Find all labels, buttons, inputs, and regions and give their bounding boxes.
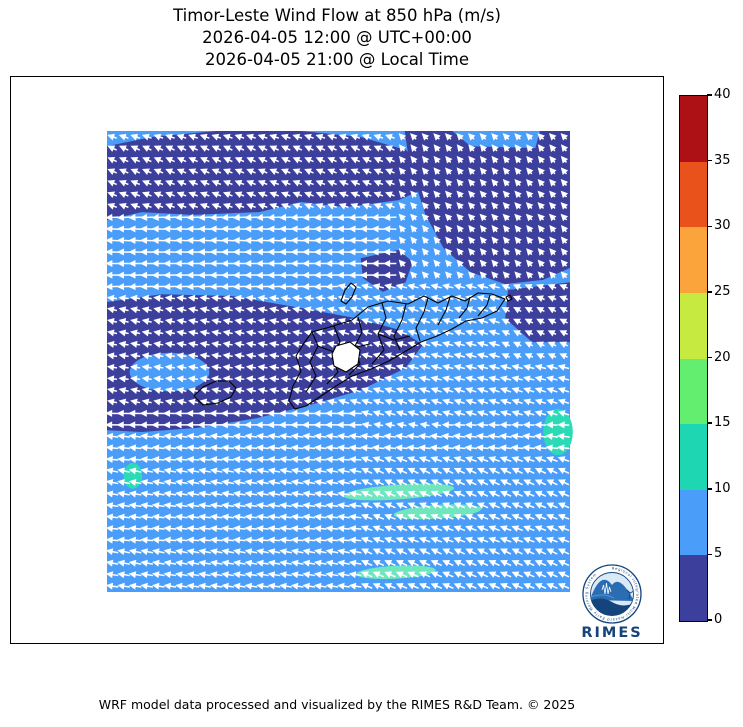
colorbar-segment bbox=[680, 96, 707, 162]
colorbar-tick-label: 15 bbox=[714, 415, 731, 431]
colorbar-tick-mark bbox=[707, 225, 712, 227]
colorbar-segment bbox=[680, 292, 707, 359]
chart-title-block: Timor-Leste Wind Flow at 850 hPa (m/s) 2… bbox=[10, 5, 664, 71]
colorbar-tick-mark bbox=[707, 553, 712, 556]
colorbar-tick-mark bbox=[707, 291, 712, 293]
colorbar-tick-mark bbox=[707, 356, 712, 359]
rimes-logo-wordmark: RIMES bbox=[581, 625, 642, 641]
colorbar-tick-mark bbox=[707, 94, 712, 96]
district-outline-layer bbox=[193, 282, 513, 410]
colorbar-tick-mark bbox=[707, 619, 712, 621]
colorbar-segment bbox=[680, 161, 707, 228]
colorbar-tick-mark bbox=[707, 488, 712, 490]
colorbar-tick-label: 25 bbox=[714, 283, 731, 299]
colorbar-tick-mark bbox=[707, 422, 712, 424]
colorbar-tick-label: 30 bbox=[714, 218, 731, 234]
colorbar-tick-label: 35 bbox=[714, 152, 731, 168]
colorbar-tick-label: 10 bbox=[714, 480, 731, 496]
colorbar-tick-label: 20 bbox=[714, 349, 731, 365]
colorbar-segment bbox=[680, 424, 707, 490]
colorbar-tick-label: 40 bbox=[714, 87, 731, 102]
colorbar-segment bbox=[680, 555, 707, 621]
colorbar-segment bbox=[680, 489, 707, 556]
chart-title: Timor-Leste Wind Flow at 850 hPa (m/s) bbox=[173, 6, 501, 25]
footer-credit: WRF model data processed and visualized … bbox=[98, 697, 576, 712]
rimes-logo: Regional Integrated Multi-Hazard Early W… bbox=[581, 564, 642, 641]
colorbar-tick-label: 5 bbox=[714, 546, 723, 562]
chart-subtitle-local: 2026-04-05 21:00 @ Local Time bbox=[204, 50, 470, 69]
colorbar-tick-mark bbox=[707, 159, 712, 162]
colorbar-tick-label: 0 bbox=[714, 612, 723, 627]
colorbar bbox=[679, 95, 708, 622]
chart-subtitle-utc: 2026-04-05 12:00 @ UTC+00:00 bbox=[202, 28, 472, 47]
wind-field-layer bbox=[105, 131, 573, 592]
colorbar-segment bbox=[680, 227, 707, 293]
colorbar-segment bbox=[680, 358, 707, 425]
